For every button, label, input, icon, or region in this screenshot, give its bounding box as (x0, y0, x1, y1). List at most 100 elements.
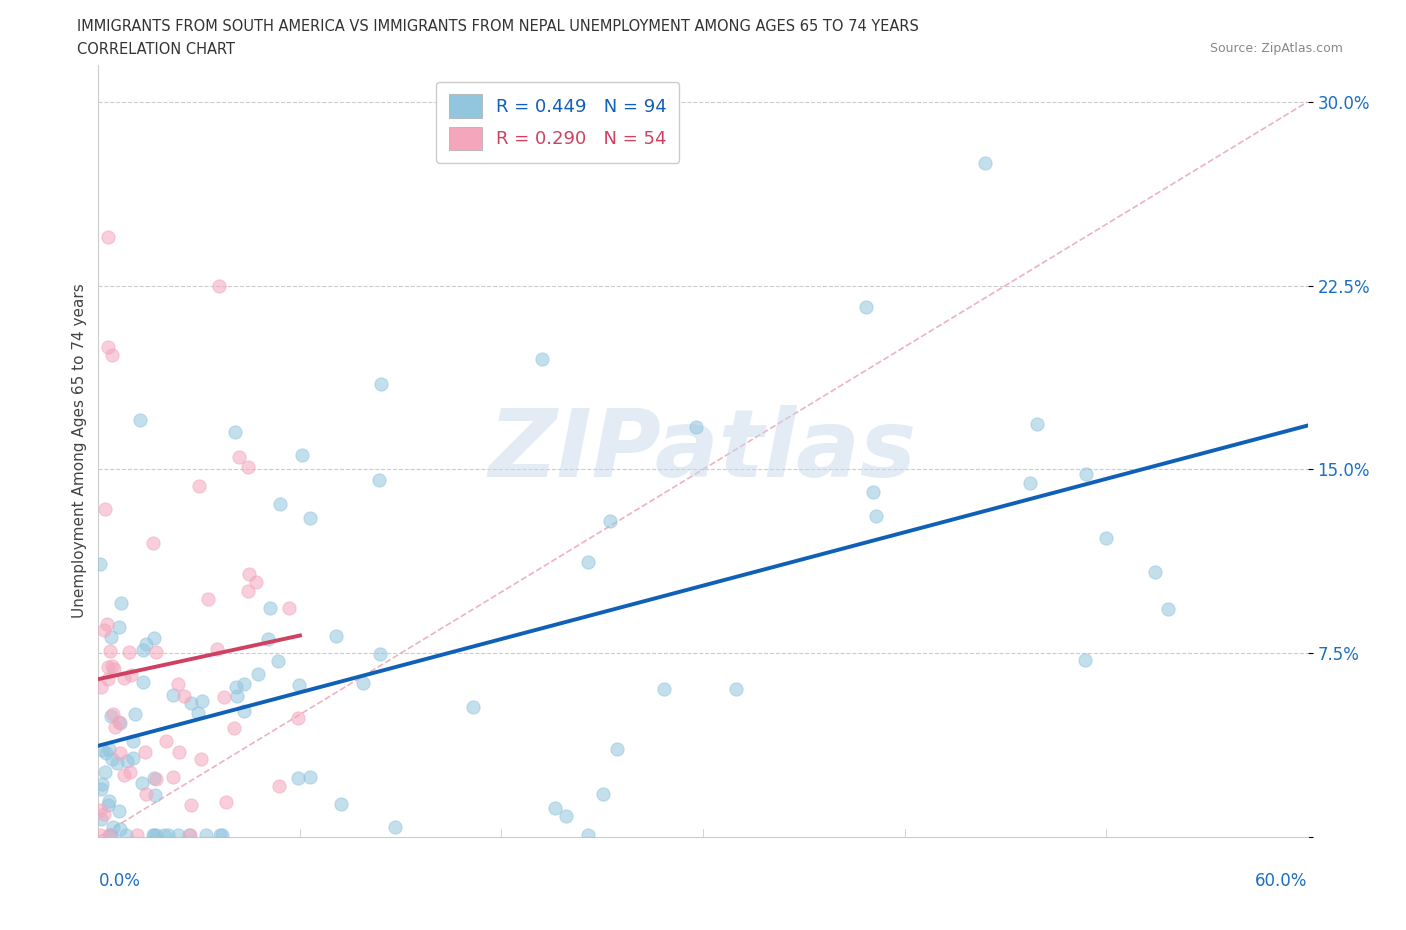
Point (190, 751, 212, 766)
Point (97, 660, 120, 675)
Point (97, 339, 120, 354)
Point (110, 596, 132, 611)
Point (97, 741, 120, 756)
Point (93, 622, 115, 637)
Point (167, 827, 190, 842)
Point (576, 555, 599, 570)
Point (112, 768, 135, 783)
Point (368, 472, 391, 487)
Point (145, 644, 167, 659)
Point (134, 744, 156, 759)
Point (96, 617, 118, 631)
Point (530, 352, 553, 366)
Point (287, 711, 309, 725)
Point (108, 715, 131, 730)
Point (299, 769, 322, 784)
Point (232, 677, 254, 692)
Point (122, 751, 145, 765)
Point (862, 485, 884, 499)
Point (180, 798, 202, 813)
Point (207, 641, 229, 656)
Point (195, 827, 218, 842)
Point (97, 671, 120, 686)
Point (1026, 417, 1049, 432)
Point (325, 629, 347, 644)
Point (90, 812, 112, 827)
Point (157, 827, 180, 842)
Point (103, 661, 125, 676)
Point (1018, 475, 1040, 490)
Point (368, 647, 391, 662)
Text: CORRELATION CHART: CORRELATION CHART (77, 42, 235, 57)
Point (142, 631, 165, 645)
Point (725, 682, 748, 697)
Point (599, 513, 621, 528)
Point (89, 803, 111, 817)
Point (267, 654, 290, 669)
Point (187, 706, 209, 721)
Y-axis label: Unemployment Among Ages 65 to 74 years: Unemployment Among Ages 65 to 74 years (72, 284, 87, 618)
Point (191, 694, 214, 709)
Point (132, 643, 155, 658)
Point (97, 827, 120, 842)
Point (97, 229, 120, 244)
Point (115, 827, 138, 842)
Point (132, 675, 155, 690)
Point (131, 776, 153, 790)
Point (143, 771, 166, 786)
Point (110, 715, 132, 730)
Point (110, 821, 132, 836)
Point (101, 659, 124, 674)
Point (101, 707, 124, 722)
Point (352, 676, 374, 691)
Point (127, 827, 149, 842)
Point (94, 502, 117, 517)
Point (865, 509, 887, 524)
Point (215, 795, 238, 810)
Point (115, 753, 138, 768)
Point (555, 809, 578, 824)
Point (855, 299, 877, 314)
Point (108, 620, 131, 635)
Point (288, 677, 311, 692)
Point (246, 667, 269, 682)
Point (222, 721, 245, 736)
Point (236, 459, 259, 474)
Point (145, 827, 167, 842)
Point (100, 630, 122, 644)
Point (135, 787, 157, 802)
Point (179, 827, 201, 842)
Point (225, 688, 247, 703)
Point (461, 699, 484, 714)
Point (142, 827, 165, 842)
Point (93, 807, 115, 822)
Text: 60.0%: 60.0% (1256, 871, 1308, 890)
Point (269, 497, 291, 512)
Point (236, 583, 259, 598)
Point (108, 804, 131, 818)
Point (97, 793, 120, 808)
Point (652, 681, 675, 696)
Point (104, 720, 127, 735)
Point (142, 536, 165, 551)
Point (245, 575, 267, 590)
Point (91, 777, 114, 791)
Point (124, 706, 146, 721)
Point (278, 601, 301, 616)
Point (153, 827, 176, 842)
Point (267, 778, 290, 793)
Point (197, 591, 219, 606)
Point (1074, 653, 1097, 668)
Point (89, 827, 111, 842)
Point (91, 743, 114, 758)
Text: Source: ZipAtlas.com: Source: ZipAtlas.com (1209, 42, 1343, 55)
Point (155, 734, 177, 749)
Point (298, 511, 321, 525)
Point (90, 680, 112, 695)
Point (592, 787, 614, 802)
Point (259, 601, 281, 616)
Point (384, 820, 406, 835)
Point (100, 827, 122, 842)
Point (224, 424, 246, 439)
Point (173, 689, 195, 704)
